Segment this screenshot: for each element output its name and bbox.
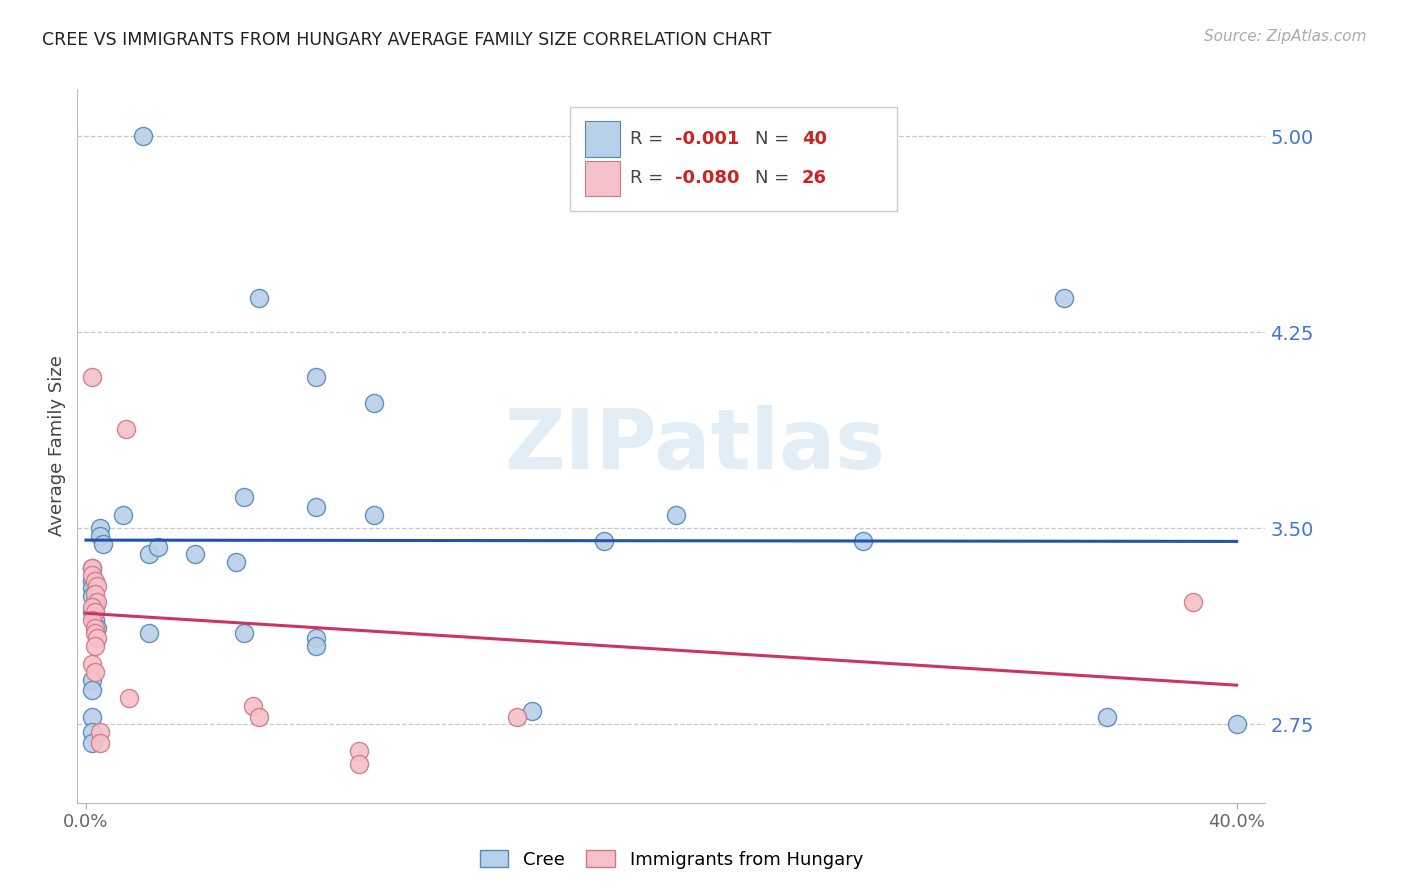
Text: -0.080: -0.080	[675, 169, 740, 187]
Point	[363, 396, 385, 410]
Point	[80, 560, 103, 574]
Point	[184, 548, 207, 562]
Point	[80, 683, 103, 698]
Point	[83, 613, 105, 627]
Point	[247, 709, 270, 723]
Text: N =: N =	[755, 169, 794, 187]
Point	[363, 508, 385, 523]
Point	[83, 574, 105, 588]
Point	[592, 534, 614, 549]
Point	[89, 521, 111, 535]
Text: R =: R =	[630, 169, 669, 187]
Point	[86, 631, 108, 645]
Point	[86, 621, 108, 635]
Point	[80, 613, 103, 627]
Point	[247, 291, 270, 305]
Point	[89, 725, 111, 739]
Point	[83, 665, 105, 679]
Point	[112, 508, 135, 523]
Point	[80, 560, 103, 574]
Point	[80, 574, 103, 588]
Point	[83, 639, 105, 653]
Point	[80, 673, 103, 687]
Bar	[585, 161, 620, 196]
Point	[520, 704, 543, 718]
Point	[305, 631, 328, 645]
Y-axis label: Average Family Size: Average Family Size	[48, 356, 66, 536]
Text: R =: R =	[630, 130, 669, 148]
Point	[86, 579, 108, 593]
Point	[86, 594, 108, 608]
Point	[89, 736, 111, 750]
Text: CREE VS IMMIGRANTS FROM HUNGARY AVERAGE FAMILY SIZE CORRELATION CHART: CREE VS IMMIGRANTS FROM HUNGARY AVERAGE …	[42, 31, 772, 49]
Point	[115, 422, 138, 436]
Point	[305, 500, 328, 515]
Point	[80, 605, 103, 619]
Point	[83, 594, 105, 608]
Point	[80, 709, 103, 723]
Text: 40: 40	[801, 130, 827, 148]
Point	[1095, 709, 1118, 723]
Point	[80, 589, 103, 603]
Point	[83, 605, 105, 619]
Point	[132, 129, 155, 144]
Point	[233, 490, 256, 504]
Point	[83, 587, 105, 601]
Point	[138, 548, 160, 562]
Point	[80, 582, 103, 596]
Point	[305, 639, 328, 653]
Bar	[585, 121, 620, 157]
Point	[146, 540, 169, 554]
Point	[242, 699, 264, 714]
Text: -0.001: -0.001	[675, 130, 740, 148]
Point	[91, 537, 114, 551]
Point	[80, 568, 103, 582]
Point	[89, 529, 111, 543]
Point	[305, 369, 328, 384]
Point	[349, 756, 371, 771]
Bar	[571, 107, 897, 211]
Point	[233, 626, 256, 640]
Point	[1182, 594, 1205, 608]
Point	[83, 599, 105, 614]
Point	[225, 555, 247, 569]
Point	[506, 709, 529, 723]
Legend: Cree, Immigrants from Hungary: Cree, Immigrants from Hungary	[472, 843, 870, 876]
Point	[665, 508, 688, 523]
Text: N =: N =	[755, 130, 794, 148]
Text: ZIPatlas: ZIPatlas	[505, 406, 886, 486]
Point	[80, 657, 103, 672]
Point	[1226, 717, 1249, 731]
Point	[83, 626, 105, 640]
Point	[1053, 291, 1076, 305]
Point	[138, 626, 160, 640]
Point	[80, 725, 103, 739]
Text: Source: ZipAtlas.com: Source: ZipAtlas.com	[1204, 29, 1367, 44]
Point	[118, 691, 141, 706]
Point	[80, 369, 103, 384]
Point	[349, 743, 371, 757]
Text: 26: 26	[801, 169, 827, 187]
Point	[80, 599, 103, 614]
Point	[852, 534, 875, 549]
Point	[80, 736, 103, 750]
Point	[83, 621, 105, 635]
